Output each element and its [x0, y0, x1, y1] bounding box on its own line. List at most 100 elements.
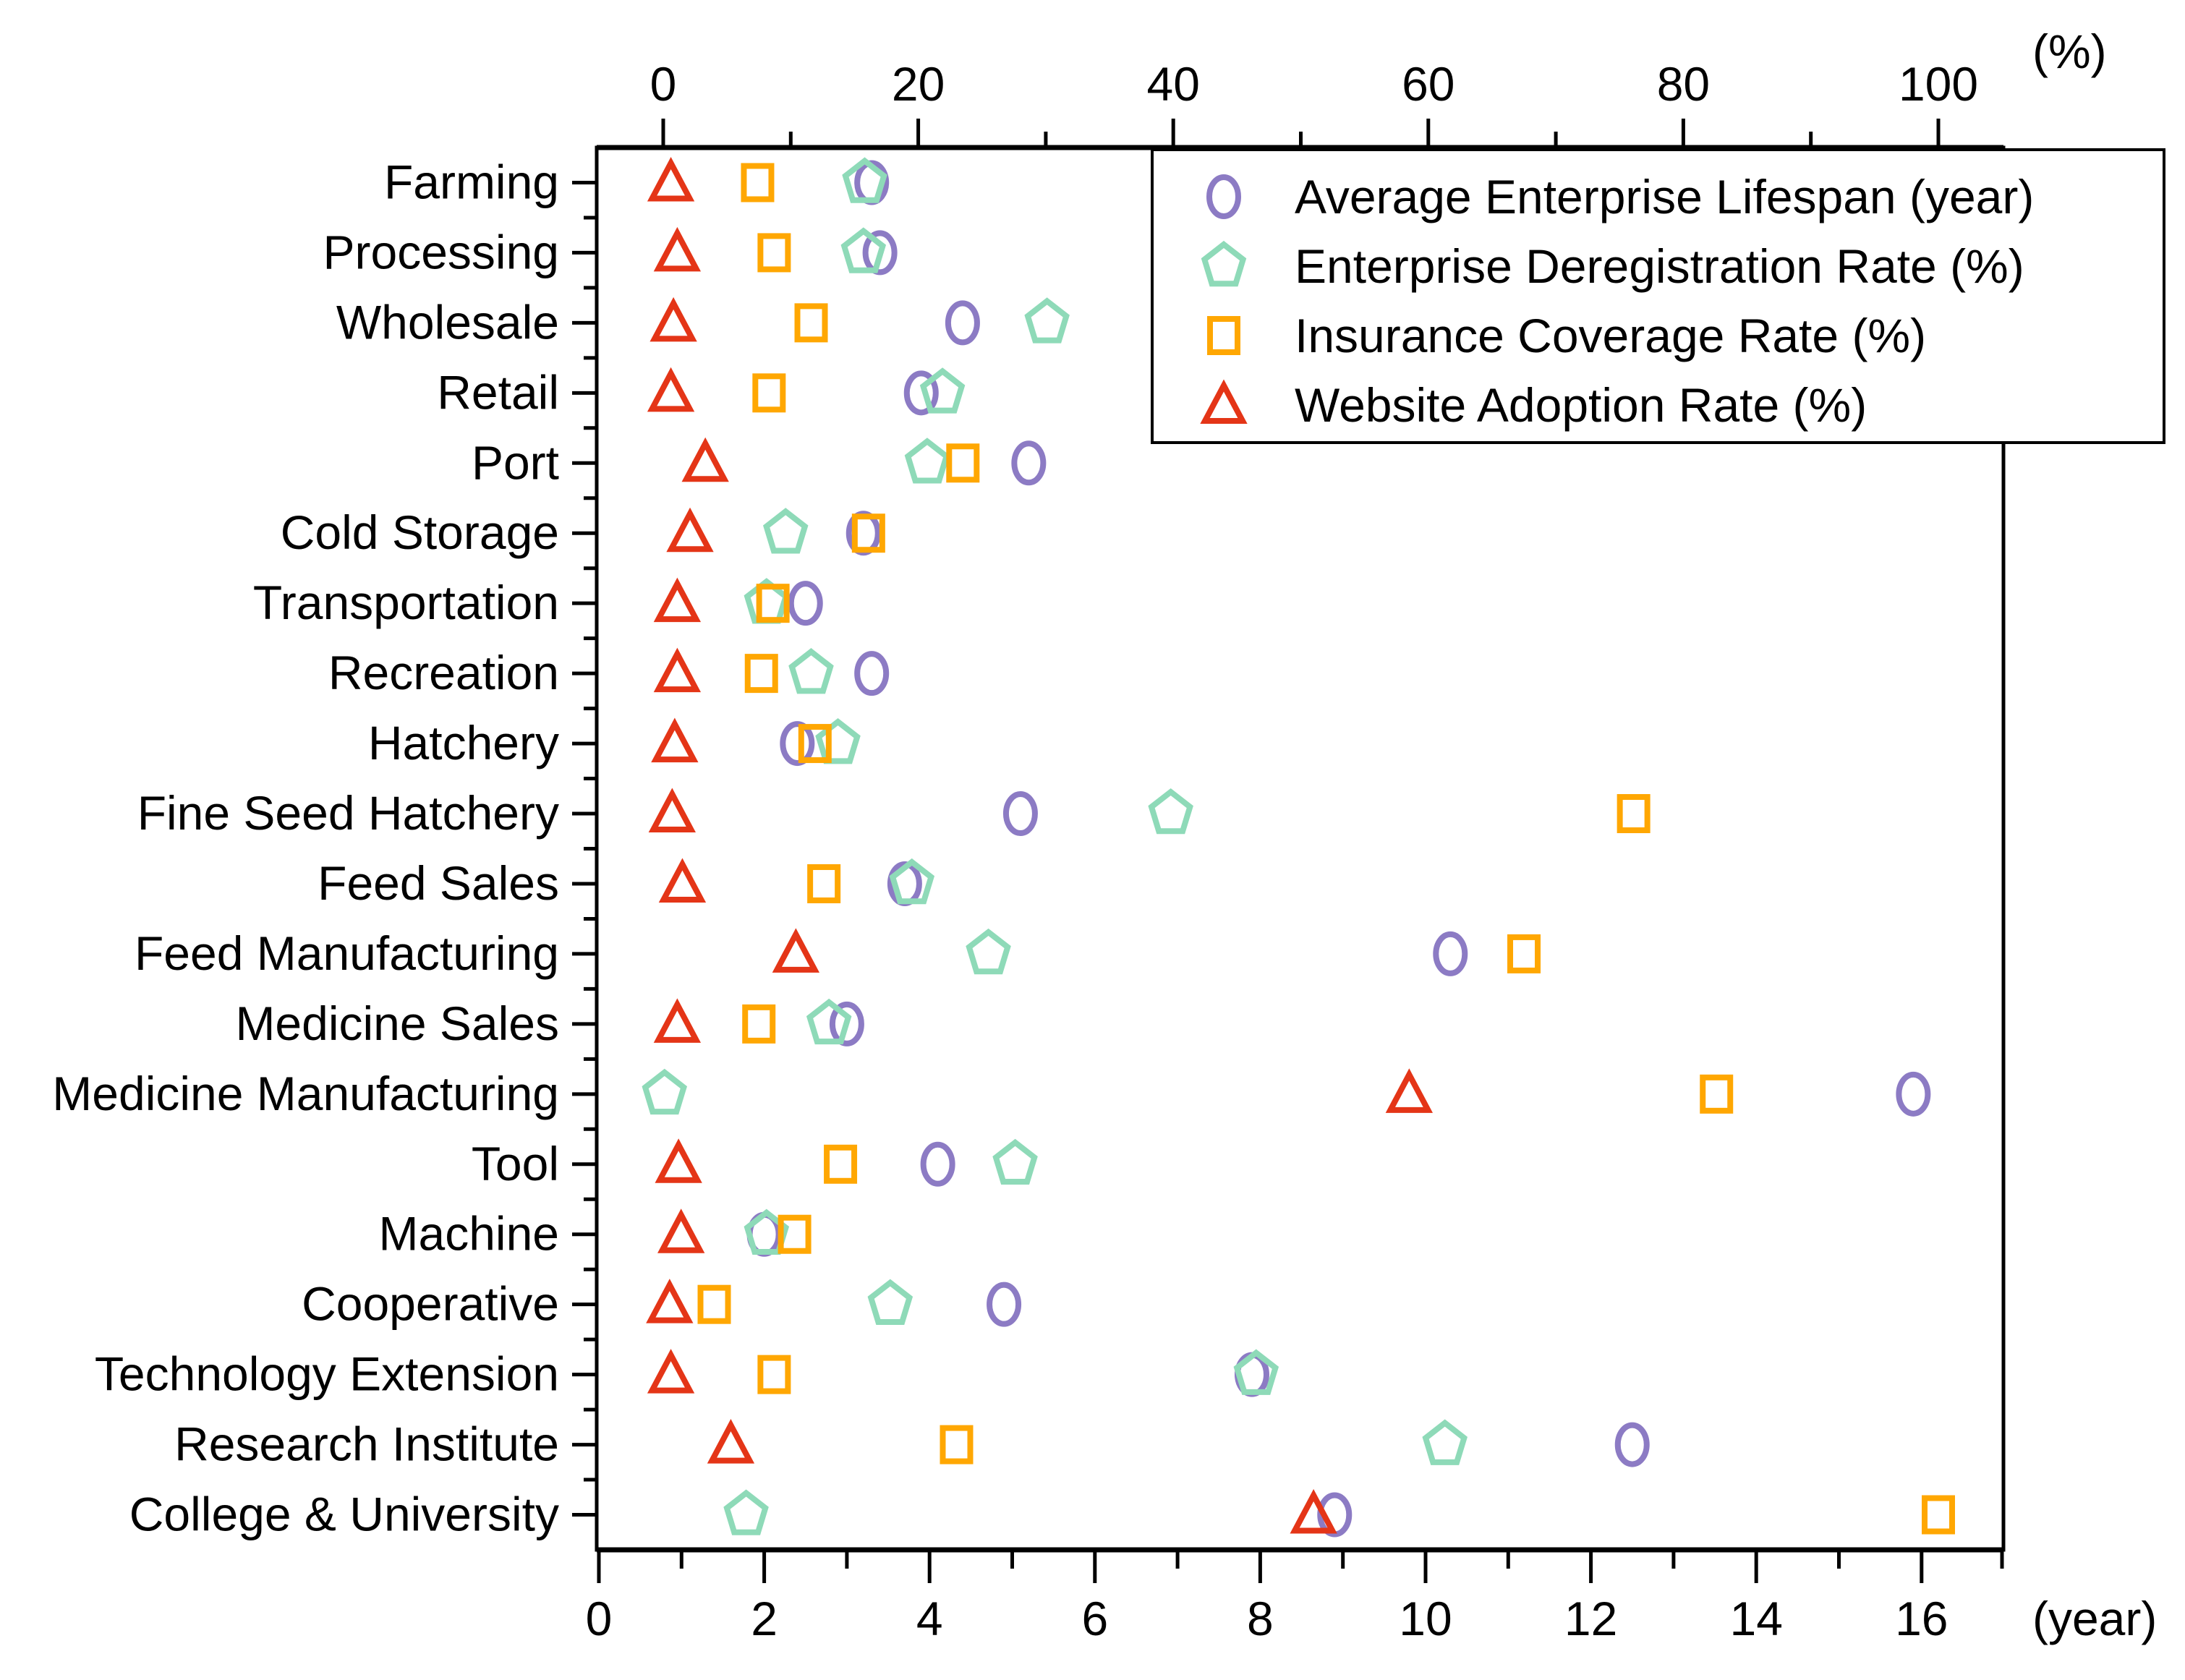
category-axis: Farming Processing Wholesale Retail Port Cold… [52, 155, 597, 1541]
data-point-triangle-cooperative [646, 1279, 694, 1323]
category-label: Medicine Manufacturing [52, 1067, 559, 1120]
category-label: Feed Sales [318, 856, 559, 910]
category-label: Cold Storage [281, 506, 559, 559]
data-point-circle-transportation [788, 581, 823, 626]
data-point-pentagon-hatchery [815, 718, 861, 764]
data-point-circle-medicine-manufacturing [1896, 1071, 1931, 1117]
category-label: Machine [379, 1207, 559, 1261]
bottom-axis-unit-label: (year) [2032, 1592, 2157, 1645]
data-point-square-college-university [1922, 1495, 1955, 1535]
bottom-axis-tick-label: 14 [1729, 1592, 1782, 1645]
top-axis-tick-label: 60 [1402, 57, 1454, 111]
data-point-triangle-processing [653, 226, 702, 272]
data-point-circle-cooperative [987, 1282, 1022, 1327]
data-point-pentagon-wholesale [1024, 297, 1070, 344]
data-point-pentagon-port [904, 438, 950, 484]
category-label: Medicine Sales [235, 997, 559, 1050]
data-point-circle-research-institute [1614, 1422, 1650, 1467]
category-label: Port [472, 435, 559, 489]
bottom-axis-tick-label: 12 [1564, 1592, 1617, 1645]
data-point-square-feed-sales [807, 864, 841, 903]
data-point-triangle-college-university [1290, 1488, 1337, 1534]
data-point-square-feed-manufacturing [1507, 934, 1541, 973]
data-point-circle-tool [920, 1141, 955, 1187]
category-label: Retail [437, 365, 559, 419]
bottom-axis: 0 2 4 6 8 10 12 14 16 (year) [586, 1550, 2157, 1645]
legend-box [1151, 148, 2165, 444]
data-point-pentagon-retail [919, 367, 966, 414]
category-label: Hatchery [368, 716, 559, 769]
data-points [642, 156, 1955, 1538]
data-point-square-research-institute [940, 1425, 974, 1464]
category-label: Fine Seed Hatchery [137, 786, 559, 840]
data-point-pentagon-medicine-sales [806, 998, 852, 1045]
bottom-axis-tick-label: 8 [1247, 1592, 1274, 1645]
top-axis-tick-label: 80 [1657, 57, 1710, 111]
data-point-triangle-cold-storage [666, 507, 714, 553]
data-point-triangle-machine [657, 1208, 705, 1253]
data-point-square-cooperative [697, 1284, 731, 1324]
data-point-square-transportation [756, 584, 790, 623]
bottom-axis-tick-label: 4 [916, 1592, 943, 1645]
data-point-pentagon-medicine-manufacturing [642, 1068, 688, 1115]
data-point-triangle-wholesale [649, 297, 697, 342]
data-point-triangle-transportation [653, 577, 702, 623]
top-axis-tick-label: 0 [650, 57, 677, 111]
data-point-pentagon-cooperative [867, 1279, 913, 1325]
category-label: Farming [384, 155, 559, 208]
legend-triangle-icon [1200, 379, 1248, 424]
data-point-triangle-medicine-manufacturing [1385, 1068, 1434, 1113]
top-axis-unit-label: (%) [2032, 25, 2107, 78]
data-point-triangle-port [681, 437, 729, 482]
category-label: Recreation [328, 646, 559, 699]
data-point-triangle-feed-sales [658, 858, 707, 903]
data-point-square-wholesale [794, 303, 828, 343]
series-square [697, 163, 1955, 1535]
data-point-triangle-retail [647, 367, 695, 412]
data-point-circle-wholesale [945, 300, 980, 346]
data-point-triangle-technology-extension [647, 1349, 695, 1394]
data-point-circle-recreation [854, 651, 890, 696]
data-point-triangle-hatchery [651, 717, 699, 763]
top-axis-tick-label: 100 [1899, 57, 1978, 111]
legend-circle-icon [1206, 174, 1241, 219]
data-point-circle-fine-seed-hatchery [1002, 791, 1038, 837]
legend-pentagon-icon [1201, 240, 1247, 287]
legend: Average Enterprise Lifespan (year) Enterp… [1151, 148, 2165, 444]
legend-label: Website Adoption Rate (%) [1295, 378, 1867, 432]
category-label: Technology Extension [95, 1347, 559, 1401]
data-point-circle-feed-manufacturing [1433, 931, 1468, 976]
data-point-triangle-feed-manufacturing [772, 928, 820, 973]
data-point-pentagon-processing [840, 227, 887, 273]
legend-entry: Insurance Coverage Rate (%) [1207, 309, 1926, 362]
data-point-square-farming [741, 163, 775, 202]
data-point-square-tool [824, 1144, 858, 1184]
data-point-circle-retail [903, 370, 939, 416]
data-point-circle-port [1011, 440, 1047, 486]
data-point-triangle-recreation [653, 647, 702, 693]
data-point-square-machine [778, 1214, 812, 1254]
data-point-square-fine-seed-hatchery [1617, 794, 1651, 834]
data-point-square-medicine-manufacturing [1700, 1074, 1734, 1114]
data-point-triangle-medicine-sales [653, 998, 702, 1043]
bottom-axis-tick-label: 2 [751, 1592, 778, 1645]
data-point-square-port [946, 443, 980, 483]
legend-label: Average Enterprise Lifespan (year) [1295, 170, 2034, 223]
top-axis: 0 20 40 60 80 100 (%) [650, 25, 2107, 148]
data-point-pentagon-feed-sales [889, 858, 935, 905]
data-point-square-technology-extension [757, 1355, 791, 1394]
data-point-triangle-research-institute [707, 1419, 755, 1464]
data-point-square-retail [752, 373, 786, 413]
category-label: Tool [472, 1137, 559, 1190]
legend-label: Insurance Coverage Rate (%) [1295, 309, 1926, 362]
data-point-square-cold-storage [851, 513, 885, 553]
data-point-pentagon-cold-storage [762, 508, 809, 554]
category-label: Processing [323, 225, 560, 278]
category-label: College & University [129, 1488, 559, 1541]
category-label: Transportation [253, 576, 559, 629]
bottom-axis-tick-label: 6 [1081, 1592, 1108, 1645]
legend-entry: Website Adoption Rate (%) [1200, 378, 1867, 432]
legend-entry: Enterprise Deregistration Rate (%) [1201, 239, 2024, 293]
